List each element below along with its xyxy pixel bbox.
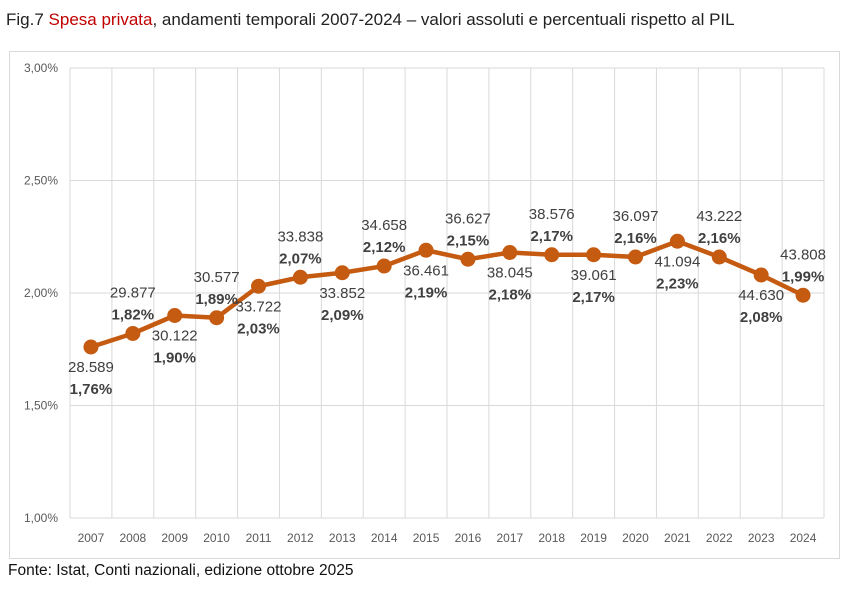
- data-point: [711, 249, 727, 265]
- data-label-absolute: 44.630: [738, 287, 784, 304]
- data-label-absolute: 43.808: [780, 246, 826, 263]
- data-label-percent: 2,23%: [656, 275, 699, 292]
- data-label-percent: 2,17%: [572, 289, 615, 306]
- data-point: [795, 287, 811, 303]
- data-label-percent: 2,16%: [614, 230, 657, 247]
- y-tick-label: 1,00%: [24, 511, 58, 525]
- y-tick-label: 3,00%: [24, 61, 58, 75]
- y-tick-label: 2,00%: [24, 286, 58, 300]
- data-point: [544, 247, 560, 263]
- data-point: [251, 278, 266, 294]
- source-note: Fonte: Istat, Conti nazionali, edizione …: [8, 562, 354, 579]
- data-label-percent: 1,99%: [782, 268, 825, 285]
- title-highlight: Spesa privata: [48, 10, 153, 29]
- data-label-absolute: 33.852: [319, 285, 365, 302]
- y-tick-label: 2,50%: [24, 174, 58, 188]
- data-label-absolute: 36.461: [403, 262, 449, 279]
- data-label-absolute: 30.122: [152, 328, 198, 345]
- data-label-absolute: 36.097: [613, 208, 659, 225]
- data-label-absolute: 29.877: [110, 285, 156, 302]
- data-label-percent: 1,82%: [112, 307, 155, 324]
- x-tick-label: 2021: [664, 531, 691, 545]
- x-tick-label: 2017: [496, 531, 523, 545]
- data-label-percent: 1,76%: [70, 381, 113, 398]
- data-label-percent: 1,90%: [153, 350, 196, 367]
- data-label-absolute: 43.222: [696, 208, 742, 225]
- data-point: [209, 310, 225, 326]
- x-tick-label: 2012: [287, 531, 314, 545]
- data-label-absolute: 36.627: [445, 210, 491, 227]
- x-tick-label: 2018: [538, 531, 565, 545]
- data-label-percent: 1,89%: [195, 291, 238, 308]
- x-tick-label: 2007: [78, 531, 105, 545]
- chart-title: Fig.7 Spesa privata, andamenti temporali…: [6, 10, 735, 30]
- data-label-percent: 2,08%: [740, 309, 783, 326]
- data-point: [292, 269, 308, 285]
- data-label-absolute: 41.094: [654, 253, 700, 270]
- data-point: [628, 249, 643, 265]
- data-point: [418, 242, 434, 258]
- x-tick-label: 2020: [622, 531, 649, 545]
- data-label-percent: 2,03%: [237, 320, 280, 337]
- data-point: [586, 247, 602, 263]
- x-tick-label: 2024: [790, 531, 817, 545]
- data-point: [502, 245, 518, 260]
- data-point: [83, 339, 99, 355]
- x-tick-label: 2022: [706, 531, 733, 545]
- data-point: [376, 258, 392, 274]
- x-tick-label: 2011: [246, 531, 272, 545]
- data-label-percent: 2,12%: [363, 239, 406, 256]
- data-point: [167, 308, 183, 323]
- data-label-percent: 2,19%: [405, 284, 448, 301]
- data-label-absolute: 33.722: [236, 298, 282, 315]
- data-label-percent: 2,15%: [447, 232, 490, 249]
- data-point: [669, 233, 685, 249]
- x-tick-label: 2010: [203, 531, 230, 545]
- x-tick-label: 2016: [455, 531, 482, 545]
- data-point: [125, 326, 141, 341]
- data-point: [460, 251, 476, 267]
- data-label-absolute: 34.658: [361, 217, 407, 234]
- chart-frame: [9, 51, 840, 559]
- data-label-percent: 2,17%: [530, 228, 573, 245]
- data-point: [753, 267, 769, 283]
- y-tick-label: 1,50%: [24, 399, 58, 413]
- data-label-absolute: 33.838: [277, 228, 323, 245]
- data-label-absolute: 28.589: [68, 359, 114, 376]
- data-label-percent: 2,07%: [279, 250, 322, 267]
- data-label-absolute: 39.061: [571, 267, 617, 284]
- data-label-absolute: 38.045: [487, 265, 533, 282]
- data-label-absolute: 30.577: [194, 269, 240, 286]
- data-label-absolute: 38.576: [529, 206, 575, 223]
- data-label-percent: 2,18%: [489, 287, 532, 304]
- data-point: [334, 265, 350, 281]
- data-label-percent: 2,09%: [321, 307, 364, 324]
- x-tick-label: 2023: [748, 531, 775, 545]
- title-rest: , andamenti temporali 2007-2024 – valori…: [152, 10, 735, 29]
- x-tick-label: 2015: [413, 531, 440, 545]
- x-tick-label: 2008: [119, 531, 146, 545]
- x-tick-label: 2014: [371, 531, 398, 545]
- title-prefix: Fig.7: [6, 10, 49, 29]
- x-tick-label: 2013: [329, 531, 356, 545]
- x-tick-label: 2009: [161, 531, 188, 545]
- x-tick-label: 2019: [580, 531, 607, 545]
- data-label-percent: 2,16%: [698, 230, 741, 247]
